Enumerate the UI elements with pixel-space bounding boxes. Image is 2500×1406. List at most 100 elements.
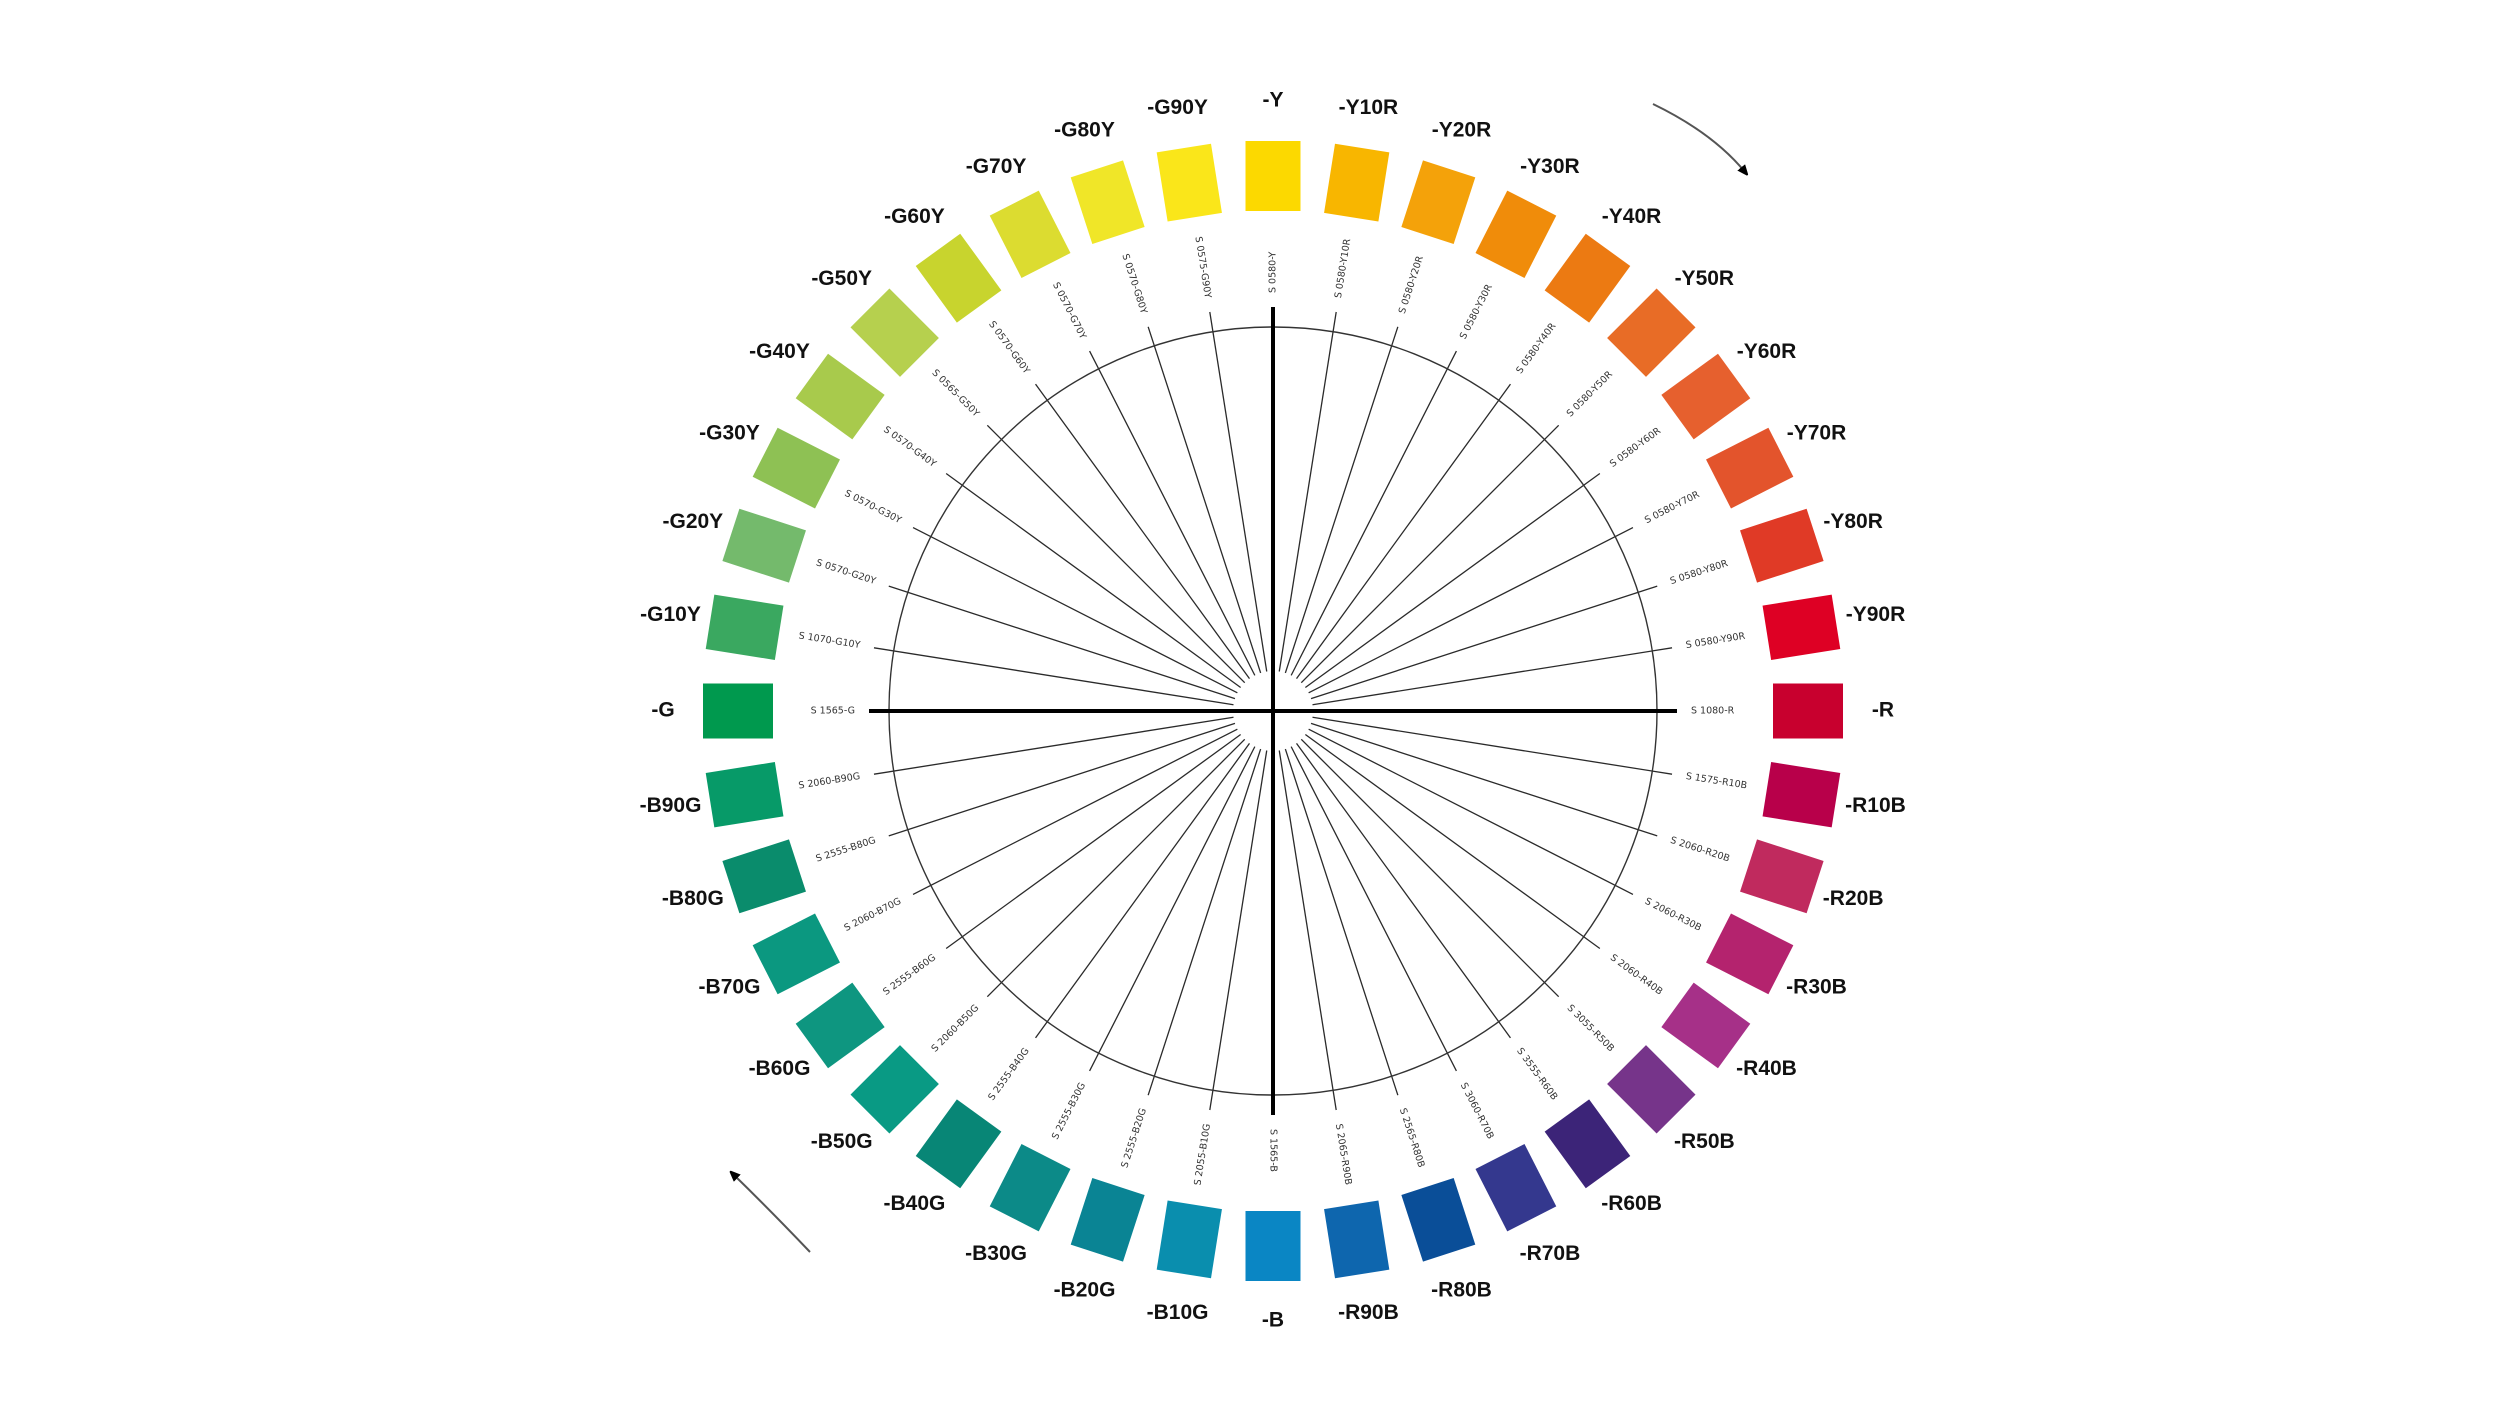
hue-label: -Y40R [1602,205,1662,228]
spoke-line [1300,738,1560,998]
ncs-code-label: S 2065-R90B [1333,1123,1354,1186]
hue-label: -R90B [1338,1301,1399,1324]
ncs-code-label: S 0570-G70Y [1050,281,1088,342]
hue-label: -G30Y [699,422,760,445]
color-swatch [1740,508,1824,583]
color-swatch [1324,143,1390,222]
hue-label: -Y50R [1675,267,1735,290]
color-swatch [1156,1200,1222,1279]
color-swatch [752,913,840,995]
ncs-code-label: S 1070-G10Y [798,630,861,651]
spoke-line [912,728,1238,895]
hue-label: -R20B [1823,887,1884,910]
spoke-line [873,647,1234,706]
hue-label: -R30B [1786,975,1847,998]
spoke-line [1290,746,1457,1072]
ncs-code-label: S 0580-Y80R [1669,558,1730,587]
direction-arrows [733,103,1745,1253]
clockwise-arrow-icon [1652,103,1745,172]
ncs-code-label: S 2060-R40B [1608,952,1665,997]
color-swatch [752,427,840,509]
spoke-line [1284,326,1399,674]
color-swatch [722,508,806,583]
spoke-line [1209,311,1268,672]
spoke-line [1089,350,1256,676]
ncs-code-label: S 2555-B30G [1050,1081,1088,1142]
ncs-code-label: S 1575-R10B [1685,771,1748,792]
color-swatch [1607,288,1696,377]
color-swatch [1401,160,1476,244]
color-swatch [1762,762,1841,828]
ncs-code-label: S 3060-R70B [1458,1081,1496,1141]
color-swatch [850,288,939,377]
color-swatch [1245,1211,1301,1281]
ncs-code-label: S 2555-B60G [881,952,938,998]
ncs-code-label: S 0580-Y20R [1397,254,1426,315]
ncs-code-label: S 2555-B40G [986,1046,1032,1103]
hue-label: -R40B [1736,1057,1797,1080]
hue-label: -G60Y [884,205,945,228]
spoke-line [1035,383,1251,680]
color-swatch [1706,427,1794,509]
ncs-code-label: S 0575-G90Y [1192,236,1213,299]
spoke-line [1278,750,1337,1111]
color-swatch [1661,982,1751,1069]
color-swatch [915,233,1002,323]
hue-label: -B80G [662,887,724,910]
color-swatch [795,353,885,440]
hue-label: -Y10R [1339,96,1399,119]
spoke-line [1035,742,1251,1039]
spoke-line [1300,424,1560,684]
spoke-line [1209,750,1268,1111]
color-swatch [850,1045,939,1134]
spoke-line [1312,647,1673,706]
ncs-code-label: S 0570-G20Y [815,557,878,587]
spoke-line [888,722,1236,837]
color-swatch [915,1099,1002,1189]
hue-label: -Y [1263,89,1284,112]
hue-label: -Y70R [1787,422,1847,445]
spoke-line [945,733,1242,949]
ncs-code-label: S 0580-Y [1268,251,1279,293]
clockwise-arrow-icon [733,1174,811,1253]
spoke-line [1295,742,1511,1039]
hue-label: -Y90R [1846,603,1906,626]
spoke-line [1147,326,1262,674]
hue-label: -B10G [1147,1301,1209,1324]
spoke-line [1308,527,1634,694]
spoke-line [1284,748,1399,1096]
spoke-line [1089,746,1256,1072]
hue-label: -Y80R [1823,510,1883,533]
color-swatch [1706,913,1794,995]
hue-label: -Y30R [1520,155,1580,178]
spoke-line [1312,716,1673,775]
spoke-line [986,738,1246,998]
spokes [873,311,1673,1111]
spoke-line [945,473,1242,689]
ncs-code-label: S 2060-B70G [843,896,904,934]
hue-label: -G20Y [663,510,724,533]
color-swatch [795,982,885,1069]
hue-label: -R10B [1845,794,1906,817]
color-swatch [1544,233,1631,323]
spoke-line [1304,473,1601,689]
hue-label: -R80B [1431,1279,1492,1302]
color-swatch [1773,683,1843,739]
hue-label: -R50B [1674,1130,1735,1153]
color-swatch [703,683,773,739]
hue-label: -B90G [640,794,702,817]
ncs-code-label: S 0580-Y70R [1643,489,1702,526]
hue-label: -G40Y [749,340,810,363]
ncs-code-label: S 0580-Y10R [1333,238,1353,299]
ncs-code-label: S 0580-Y60R [1608,425,1663,469]
ncs-code-label: S 0565-G50Y [930,368,982,420]
hue-labels: -Y -Y10R -Y20R -Y30R -Y40R -Y50R -Y60R -Y70R -Y8… [640,89,1906,1332]
hue-label: -B20G [1054,1279,1116,1302]
ncs-code-label: S 2060-R30B [1643,896,1703,934]
hue-label: -B60G [749,1057,811,1080]
spoke-line [912,527,1238,694]
ncs-code-label: S 0580-Y50R [1565,369,1616,420]
spoke-line [1308,728,1634,895]
hue-label: -G [651,699,674,722]
